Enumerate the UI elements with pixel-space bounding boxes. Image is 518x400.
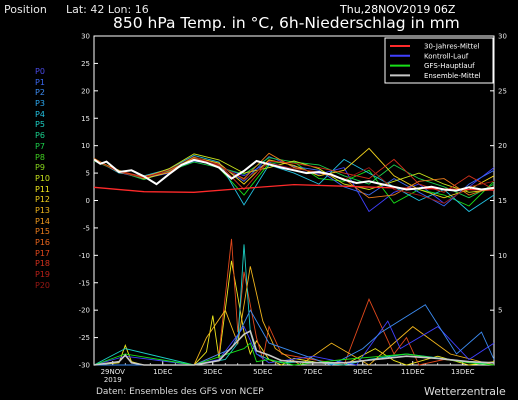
member-label-p7: P7 bbox=[35, 141, 45, 151]
x-tick-label: 13DEC bbox=[451, 368, 475, 376]
position-label: Position bbox=[4, 3, 47, 16]
member-label-p13: P13 bbox=[35, 205, 51, 215]
x-tick-label: 29NOV bbox=[101, 368, 126, 376]
data-source-note: Daten: Ensembles des GFS von NCEP bbox=[96, 387, 264, 397]
legend-label: Kontroll-Lauf bbox=[424, 52, 469, 60]
left-tick-label: -25 bbox=[79, 334, 90, 342]
left-tick-label: -20 bbox=[79, 307, 90, 315]
precip-line-gfs-hauptlauf bbox=[93, 342, 495, 366]
left-tick-label: 30 bbox=[81, 33, 90, 41]
member-label-p17: P17 bbox=[35, 248, 51, 258]
member-label-p19: P19 bbox=[35, 270, 51, 280]
member-label-p11: P11 bbox=[35, 184, 51, 194]
x-tick-label: 3DEC bbox=[203, 368, 222, 376]
chart-title: 850 hPa Temp. in °C, 6h-Niederschlag in … bbox=[113, 14, 460, 32]
left-tick-label: 5 bbox=[86, 170, 90, 178]
right-tick-label: 20 bbox=[498, 142, 507, 150]
member-label-p4: P4 bbox=[35, 109, 45, 119]
x-tick-label: 1DEC bbox=[153, 368, 172, 376]
member-label-p3: P3 bbox=[35, 99, 45, 109]
ensemble-mean-line bbox=[93, 158, 495, 192]
run-date: Thu,28NOV2019 06Z bbox=[340, 3, 456, 16]
member-label-p12: P12 bbox=[35, 195, 51, 205]
precip-line-p17 bbox=[94, 238, 495, 366]
precip-line-p13 bbox=[94, 266, 495, 366]
legend-label: Ensemble-Mittel bbox=[424, 72, 481, 80]
member-label-p0: P0 bbox=[35, 67, 45, 76]
member-label-p9: P9 bbox=[35, 163, 45, 173]
left-tick-label: 25 bbox=[81, 60, 90, 68]
ensemble-member-list: P0 P1 P2 P3 P4 P5 P6 P7 P8 P9 P10 P11 P12 P13 P14 P15 P1… bbox=[35, 67, 50, 291]
member-label-p15: P15 bbox=[35, 227, 51, 237]
member-label-p5: P5 bbox=[35, 120, 45, 130]
temp-line-p10 bbox=[93, 153, 495, 193]
temp-line-p12 bbox=[93, 147, 495, 199]
x-tick-year: 2019 bbox=[104, 376, 122, 384]
left-tick-label: 20 bbox=[81, 87, 90, 95]
right-tick-label: 15 bbox=[498, 197, 507, 205]
legend-label: GFS-Hauptlauf bbox=[424, 62, 475, 70]
member-label-p6: P6 bbox=[35, 131, 45, 141]
member-label-p14: P14 bbox=[35, 216, 51, 226]
member-label-p8: P8 bbox=[35, 152, 45, 162]
right-tick-label: 5 bbox=[498, 307, 502, 315]
member-label-p1: P1 bbox=[35, 77, 45, 87]
precipitation-series-group bbox=[93, 238, 495, 366]
climate-mean-line bbox=[93, 183, 495, 193]
member-label-p18: P18 bbox=[35, 259, 51, 269]
x-tick-label: 9DEC bbox=[353, 368, 372, 376]
right-tick-label: 30 bbox=[498, 33, 507, 41]
x-tick-label: 5DEC bbox=[253, 368, 272, 376]
precip-line-p11 bbox=[93, 260, 495, 366]
precip-line-p5 bbox=[93, 244, 495, 366]
precip-line-ensemble-mittel bbox=[93, 329, 495, 366]
left-tick-label: 0 bbox=[86, 197, 90, 205]
temp-line-p1 bbox=[93, 156, 495, 207]
left-tick-label: -30 bbox=[79, 362, 90, 370]
left-tick-label: -15 bbox=[79, 279, 90, 287]
x-tick-label: 7DEC bbox=[303, 368, 322, 376]
member-label-p2: P2 bbox=[35, 88, 45, 98]
member-label-p16: P16 bbox=[35, 238, 51, 247]
temp-line-p20 bbox=[93, 156, 495, 204]
brand-name: Wetterzentrale bbox=[424, 385, 506, 398]
right-tick-label: 25 bbox=[498, 87, 507, 95]
temperature-series-group bbox=[93, 147, 495, 213]
right-tick-label: 10 bbox=[498, 252, 507, 260]
left-tick-label: -10 bbox=[79, 252, 90, 260]
latlon-readout: Lat: 42 Lon: 16 bbox=[66, 3, 149, 16]
legend-label: 30-Jahres-Mittel bbox=[424, 43, 480, 51]
left-tick-label: 10 bbox=[81, 142, 90, 150]
x-tick-label: 11DEC bbox=[401, 368, 425, 376]
member-label-p20: P20 bbox=[35, 280, 51, 290]
left-tick-label: -5 bbox=[83, 224, 90, 232]
precip-line-p2 bbox=[94, 304, 495, 366]
member-label-p10: P10 bbox=[35, 173, 51, 183]
left-tick-label: 15 bbox=[81, 115, 90, 123]
